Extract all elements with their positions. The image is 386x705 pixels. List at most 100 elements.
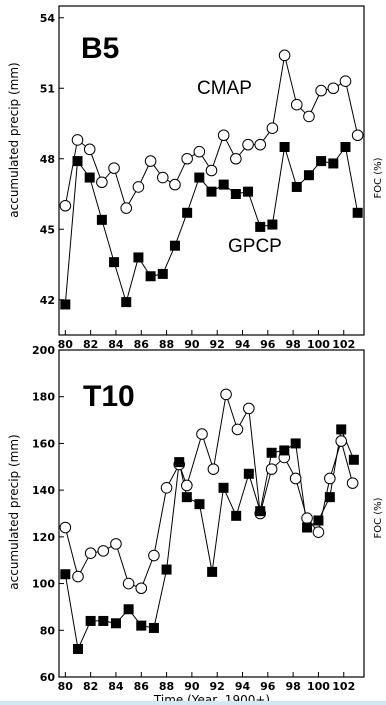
y-tick-labels: 42 45 48 51 54 [40,12,56,307]
data-point-square [72,643,83,654]
data-point-square [218,179,229,190]
data-point-square [72,156,83,167]
data-point-square [279,142,290,152]
data-point-square [328,158,339,169]
y-tick-label: 120 [32,531,55,544]
right-axis-title: FOC (%) [373,497,384,538]
panel-label: B5 [81,32,119,65]
panel-b5: 42 45 48 51 54 80 82 84 86 88 90 92 94 96 98 100 102 ac… [7,5,384,351]
y-tick-label: 45 [40,223,55,236]
data-point-square [340,142,351,152]
data-point-square [302,522,313,533]
x-tick-label: 86 [134,338,150,351]
data-point-square [145,271,156,282]
data-point-circle [59,199,72,212]
data-point-circle [169,178,181,191]
data-point-square [121,297,132,308]
data-point-circle [339,75,352,87]
data-point-square [279,445,290,456]
y-tick-label: 48 [40,153,55,166]
x-tick-label: 94 [235,338,251,351]
data-point-circle [83,143,96,156]
y-tick-label: 51 [40,82,55,95]
panel-label: T10 [83,380,135,413]
x-tick-labels: 80 82 84 86 88 90 92 94 96 98 100 102 [58,338,356,351]
x-tick-label: 90 [184,338,200,351]
x-tick-label: 92 [210,680,225,693]
data-point-square [161,564,172,575]
data-point-circle [71,134,84,146]
y-tick-label: 160 [32,437,55,450]
data-point-circle [96,176,108,189]
data-point-square [181,492,192,503]
y-tick-label: 60 [40,671,56,684]
data-point-square [148,622,159,633]
data-point-circle [160,482,173,494]
data-point-square [136,620,147,631]
x-tick-label: 82 [83,338,98,351]
tick-marks [59,17,345,335]
x-tick-label: 80 [58,680,74,693]
data-point-circle [205,164,218,177]
x-tick-label: 84 [108,680,124,693]
data-point-circle [301,512,313,524]
data-point-square [60,569,71,580]
data-point-square [324,492,335,503]
x-tick-label: 88 [159,680,174,693]
y-tick-label: 180 [32,391,55,404]
data-point-square [352,207,363,218]
data-point-circle [266,122,279,134]
data-point-circle [156,171,169,184]
data-point-square [291,181,302,192]
x-tick-label: 98 [285,338,300,351]
y-tick-label: 54 [40,12,56,25]
data-point-square [266,447,277,458]
data-point-square [206,186,217,197]
data-point-circle [217,129,230,142]
y-tick-label: 42 [40,294,55,307]
data-point-circle [144,155,157,167]
data-point-circle [346,477,359,489]
x-tick-label: 100 [307,680,330,693]
data-point-circle [254,138,267,151]
data-point-square [218,482,229,493]
data-point-square [109,257,120,268]
y-tick-label: 100 [32,578,55,591]
data-point-square [194,499,205,510]
x-tick-label: 102 [332,680,355,693]
data-point-circle [278,49,291,62]
x-tick-label: 100 [307,338,330,351]
series-label-cmap: CMAP [197,78,252,99]
data-point-circle [84,547,97,560]
data-point-circle [120,202,133,214]
y-tick-label: 80 [40,624,56,637]
data-point-square [348,454,359,465]
series-label-gpcp: GPCP [228,236,282,257]
data-point-square [85,615,96,626]
y-tick-label: 200 [32,344,55,357]
data-point-circle [220,388,232,401]
tick-marks [59,349,345,678]
data-point-circle [335,435,348,447]
data-point-square [60,299,71,310]
data-point-square [230,189,241,199]
x-tick-label: 84 [108,338,124,351]
plot-frame [58,5,365,336]
x-tick-label: 86 [134,680,150,693]
data-point-circle [289,472,302,485]
data-point-square [313,515,324,526]
y-axis-title: accumulated precip (mm) [7,62,21,217]
series-markers [59,388,359,654]
data-point-square [207,566,218,577]
data-point-circle [315,84,327,97]
data-point-circle [207,463,220,475]
data-point-circle [97,545,110,557]
data-point-square [123,604,134,615]
x-tick-label: 90 [184,680,200,693]
plot-frame [58,349,365,678]
data-point-circle [135,582,148,595]
data-point-square [243,186,254,197]
data-point-circle [148,549,160,562]
data-point-square [182,207,193,218]
